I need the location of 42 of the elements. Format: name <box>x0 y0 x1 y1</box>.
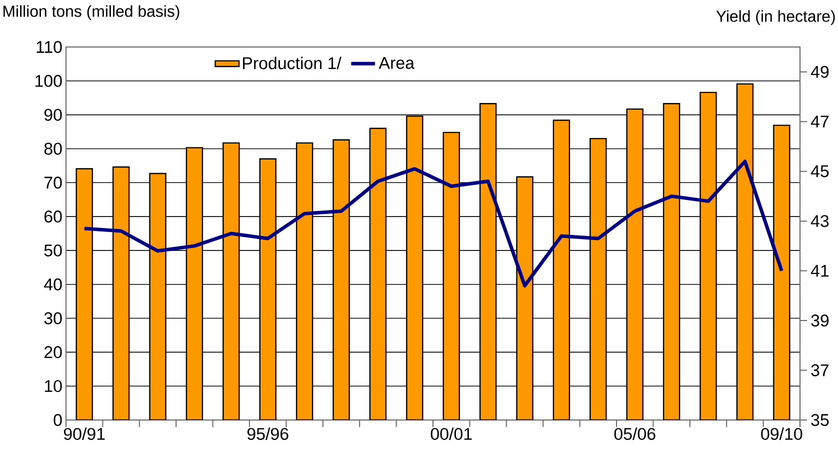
y-tick-label: 30 <box>44 312 62 324</box>
y-tick-label: 110 <box>36 40 62 53</box>
bar <box>626 108 644 420</box>
y2-tick-label: 45 <box>810 165 829 178</box>
bar <box>369 128 387 420</box>
y2-tick-label: 47 <box>810 116 829 128</box>
bar <box>479 103 497 420</box>
y-tick-label: 100 <box>36 74 62 87</box>
y-tick-label: 40 <box>44 278 62 290</box>
y2-tick-label: 39 <box>811 314 829 327</box>
legend-label: Production 1/ <box>243 56 342 70</box>
bar <box>186 147 204 420</box>
x-tick-label: 05/06 <box>614 428 656 440</box>
bar <box>736 83 754 420</box>
x-tick-label: 00/01 <box>430 428 472 440</box>
y-tick-label: 70 <box>44 176 62 189</box>
y-tick-label: 60 <box>44 210 62 223</box>
x-tick-label: 09/10 <box>761 428 802 440</box>
bar <box>76 168 93 420</box>
y2-tick-label: 41 <box>810 264 829 277</box>
y-tick-label: 10 <box>44 380 62 392</box>
y-tick-label: 20 <box>44 346 62 358</box>
y-tick-label: 80 <box>44 142 62 155</box>
y-axis-title: Million tons (milled basis) <box>4 5 180 20</box>
y2-tick-label: 43 <box>810 215 829 228</box>
bar <box>112 166 130 420</box>
line-series <box>82 160 784 288</box>
bar <box>259 158 276 420</box>
y-tick-label: 0 <box>54 414 62 426</box>
y2-tick-label: 49 <box>810 66 829 78</box>
x-tick-label: 95/96 <box>247 428 288 440</box>
bar <box>662 103 680 420</box>
y-tick-label: 90 <box>44 108 62 121</box>
bar <box>552 120 570 420</box>
legend-label: Area <box>378 57 414 69</box>
y2-axis-title: Yield (in hectare) <box>716 10 835 26</box>
bar <box>442 132 460 420</box>
y2-tick-label: 37 <box>811 364 829 376</box>
x-tick-label: 90/91 <box>64 428 105 440</box>
bar <box>296 142 314 420</box>
y-tick-label: 50 <box>44 244 62 256</box>
y2-tick-label: 35 <box>811 414 829 426</box>
